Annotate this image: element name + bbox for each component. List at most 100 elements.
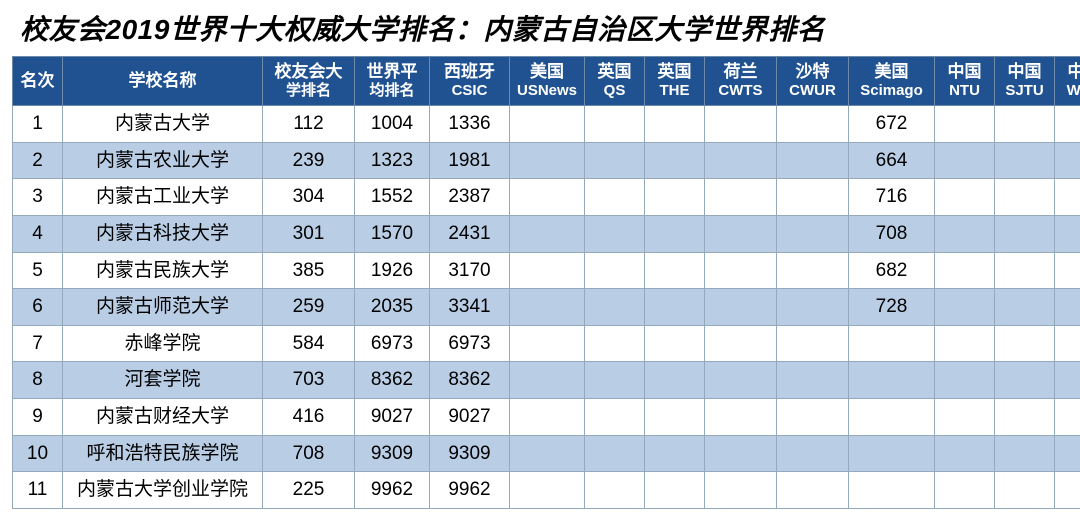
cell-sjtu xyxy=(995,142,1055,179)
cell-sci: 728 xyxy=(849,289,935,326)
cell-usnews xyxy=(510,325,585,362)
table-row: 6内蒙古师范大学25920353341728 xyxy=(13,289,1080,326)
cell-cwts xyxy=(705,472,777,509)
cell-sci xyxy=(849,325,935,362)
cell-ntu xyxy=(935,325,995,362)
cell-the xyxy=(645,252,705,289)
table-row: 7赤峰学院58469736973 xyxy=(13,325,1080,362)
cell-usnews xyxy=(510,435,585,472)
cell-csic: 9027 xyxy=(430,399,510,436)
cell-alumni: 259 xyxy=(263,289,355,326)
column-header: 学校名称 xyxy=(63,57,263,106)
cell-name: 内蒙古财经大学 xyxy=(63,399,263,436)
table-body: 1内蒙古大学112100413366722内蒙古农业大学239132319816… xyxy=(13,106,1080,509)
cell-qs xyxy=(585,325,645,362)
column-header: 世界平均排名 xyxy=(355,57,430,106)
cell-alumni: 112 xyxy=(263,106,355,143)
cell-qs xyxy=(585,399,645,436)
header-bottom: NTU xyxy=(937,82,992,101)
cell-cwts xyxy=(705,106,777,143)
cell-whu xyxy=(1055,362,1080,399)
cell-alumni: 385 xyxy=(263,252,355,289)
cell-ntu xyxy=(935,399,995,436)
cell-ntu xyxy=(935,215,995,252)
table-row: 5内蒙古民族大学38519263170682 xyxy=(13,252,1080,289)
table-row: 4内蒙古科技大学30115702431708 xyxy=(13,215,1080,252)
cell-alumni: 708 xyxy=(263,435,355,472)
cell-sci: 672 xyxy=(849,106,935,143)
cell-sjtu xyxy=(995,252,1055,289)
header-bottom: THE xyxy=(647,82,702,101)
cell-qs xyxy=(585,142,645,179)
cell-rank: 8 xyxy=(13,362,63,399)
cell-name: 内蒙古科技大学 xyxy=(63,215,263,252)
cell-sjtu xyxy=(995,325,1055,362)
cell-cwts xyxy=(705,325,777,362)
cell-whu xyxy=(1055,106,1080,143)
cell-cwur xyxy=(777,215,849,252)
header-bottom: CSIC xyxy=(432,82,507,101)
column-header: 名次 xyxy=(13,57,63,106)
header-top: 中国 xyxy=(1008,62,1042,81)
cell-alumni: 416 xyxy=(263,399,355,436)
header-top: 美国 xyxy=(875,62,909,81)
cell-usnews xyxy=(510,179,585,216)
cell-ntu xyxy=(935,142,995,179)
cell-usnews xyxy=(510,252,585,289)
cell-csic: 2387 xyxy=(430,179,510,216)
cell-whu xyxy=(1055,179,1080,216)
cell-sjtu xyxy=(995,362,1055,399)
cell-whu xyxy=(1055,435,1080,472)
ranking-table-container: 校友会2019世界十大权威大学排名：内蒙古自治区大学世界排名 名次学校名称校友会… xyxy=(0,0,1080,517)
cell-avg: 1323 xyxy=(355,142,430,179)
cell-name: 内蒙古农业大学 xyxy=(63,142,263,179)
column-header: 中国WHU xyxy=(1055,57,1080,106)
cell-name: 内蒙古大学创业学院 xyxy=(63,472,263,509)
cell-sjtu xyxy=(995,472,1055,509)
header-bottom: 均排名 xyxy=(357,82,427,101)
cell-whu xyxy=(1055,252,1080,289)
header-bottom: SJTU xyxy=(997,82,1052,101)
cell-avg: 9027 xyxy=(355,399,430,436)
table-row: 8河套学院70383628362 xyxy=(13,362,1080,399)
cell-rank: 2 xyxy=(13,142,63,179)
cell-the xyxy=(645,106,705,143)
cell-alumni: 584 xyxy=(263,325,355,362)
table-row: 3内蒙古工业大学30415522387716 xyxy=(13,179,1080,216)
cell-avg: 9962 xyxy=(355,472,430,509)
header-bottom: QS xyxy=(587,82,642,101)
cell-qs xyxy=(585,106,645,143)
cell-usnews xyxy=(510,472,585,509)
header-top: 美国 xyxy=(530,62,564,81)
cell-qs xyxy=(585,435,645,472)
column-header: 美国USNews xyxy=(510,57,585,106)
cell-usnews xyxy=(510,362,585,399)
cell-cwur xyxy=(777,472,849,509)
cell-cwur xyxy=(777,142,849,179)
header-top: 中国 xyxy=(1068,62,1080,81)
cell-the xyxy=(645,399,705,436)
cell-ntu xyxy=(935,435,995,472)
header-top: 校友会大 xyxy=(275,62,343,81)
header-bottom: WHU xyxy=(1057,82,1080,101)
cell-sjtu xyxy=(995,289,1055,326)
cell-csic: 2431 xyxy=(430,215,510,252)
cell-sci: 716 xyxy=(849,179,935,216)
cell-cwur xyxy=(777,362,849,399)
cell-qs xyxy=(585,472,645,509)
cell-csic: 9962 xyxy=(430,472,510,509)
cell-cwur xyxy=(777,252,849,289)
table-row: 2内蒙古农业大学23913231981664 xyxy=(13,142,1080,179)
column-header: 美国Scimago xyxy=(849,57,935,106)
cell-the xyxy=(645,215,705,252)
table-row: 10呼和浩特民族学院70893099309 xyxy=(13,435,1080,472)
column-header: 校友会大学排名 xyxy=(263,57,355,106)
cell-usnews xyxy=(510,215,585,252)
cell-sjtu xyxy=(995,399,1055,436)
cell-rank: 6 xyxy=(13,289,63,326)
cell-alumni: 225 xyxy=(263,472,355,509)
cell-usnews xyxy=(510,399,585,436)
column-header: 英国QS xyxy=(585,57,645,106)
cell-ntu xyxy=(935,179,995,216)
cell-sjtu xyxy=(995,215,1055,252)
